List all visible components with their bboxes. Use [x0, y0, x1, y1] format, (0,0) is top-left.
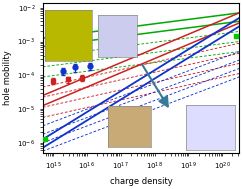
Point — [234, 35, 238, 38]
X-axis label: charge density: charge density — [110, 177, 173, 186]
Y-axis label: hole mobility: hole mobility — [3, 50, 12, 105]
Point — [43, 138, 46, 141]
